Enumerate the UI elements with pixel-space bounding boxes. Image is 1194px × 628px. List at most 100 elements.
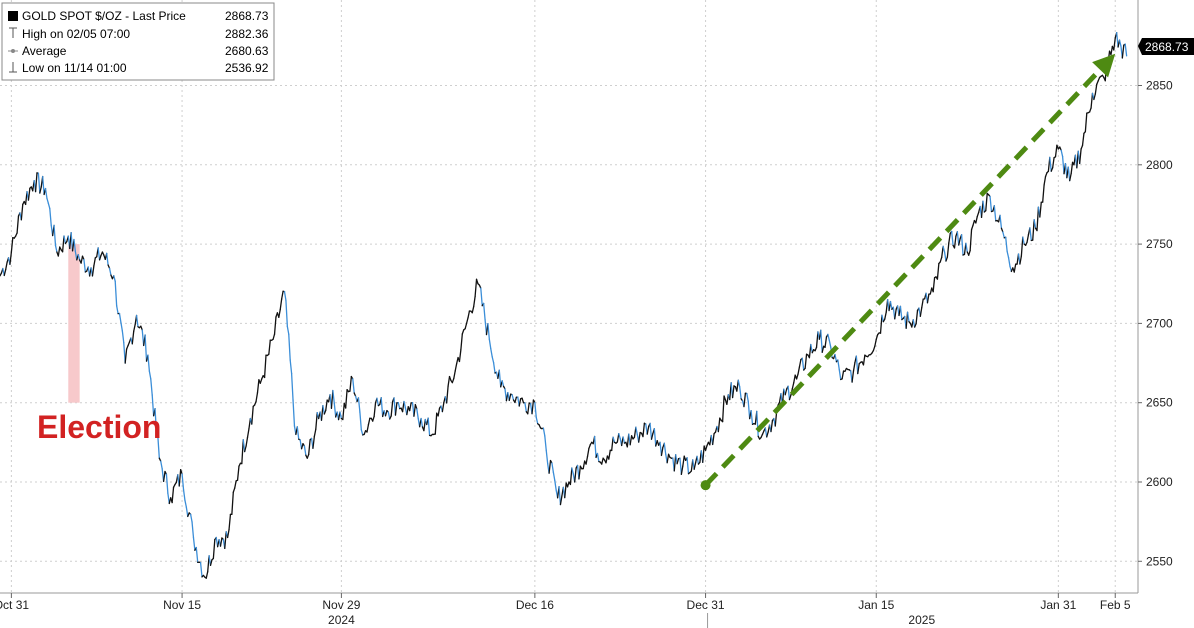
price-segment — [793, 374, 796, 384]
price-segment — [63, 235, 67, 245]
price-segment — [1007, 256, 1011, 267]
price-segment — [1084, 112, 1088, 133]
y-tick-label: 2650 — [1146, 396, 1173, 410]
price-segment — [93, 257, 96, 267]
price-segment — [498, 369, 502, 388]
price-segment — [180, 469, 183, 475]
price-segment — [953, 235, 957, 249]
price-segment — [663, 442, 667, 455]
price-segment — [390, 400, 394, 417]
price-segment — [824, 336, 828, 348]
price-segment — [47, 202, 51, 210]
price-segment — [416, 408, 419, 420]
price-segment — [312, 435, 316, 449]
price-segment — [242, 439, 246, 453]
price-segment — [471, 305, 475, 314]
price-segment — [162, 470, 166, 483]
price-segment — [98, 254, 102, 261]
price-segment — [676, 458, 680, 465]
price-segment — [855, 355, 859, 375]
price-segment — [308, 439, 311, 456]
price-segment — [357, 397, 361, 413]
trend-arrow — [700, 53, 1116, 491]
price-segment — [660, 446, 664, 457]
election-label: Election — [37, 409, 161, 445]
price-segment — [461, 329, 465, 335]
price-segment — [20, 203, 24, 221]
price-segment — [975, 215, 978, 224]
price-segment — [965, 242, 968, 253]
price-segment — [490, 348, 493, 358]
price-segment — [1036, 206, 1040, 232]
trend-arrow-shaft — [703, 68, 1102, 487]
price-segment — [437, 407, 441, 417]
price-segment — [939, 256, 943, 263]
price-segment — [488, 338, 492, 350]
x-tick-label: Nov 15 — [163, 598, 201, 612]
price-segment — [680, 465, 684, 476]
price-segment — [106, 252, 109, 266]
price-segment — [534, 402, 537, 419]
price-segment — [932, 277, 936, 293]
price-segment — [611, 436, 614, 452]
price-segment — [1032, 219, 1035, 241]
price-segment — [259, 378, 263, 384]
price-segment — [569, 467, 573, 486]
price-segment — [352, 378, 355, 394]
price-segment — [1070, 161, 1074, 175]
price-segment — [1116, 31, 1119, 48]
price-segment — [747, 400, 751, 420]
price-segment — [942, 245, 946, 253]
price-segment — [492, 362, 496, 374]
price-segment — [16, 215, 20, 234]
price-segment — [61, 235, 65, 253]
price-segment — [514, 396, 518, 404]
price-segment — [1069, 173, 1072, 182]
price-segment — [743, 392, 747, 408]
price-segment — [1067, 166, 1071, 182]
price-segment — [795, 373, 799, 380]
price-segment — [921, 298, 924, 309]
price-segment — [739, 386, 742, 400]
price-segment — [791, 382, 795, 390]
price-segment — [1052, 156, 1055, 169]
last-price-tag-text: 2868.73 — [1145, 40, 1189, 54]
price-segment — [804, 353, 808, 369]
price-segment — [951, 230, 954, 247]
price-segment — [232, 487, 236, 493]
x-tick-label: Jan 15 — [858, 598, 894, 612]
price-segment — [682, 455, 685, 467]
price-segment — [453, 370, 456, 380]
price-segment — [889, 300, 893, 311]
price-segment — [272, 333, 276, 340]
price-segment — [27, 187, 31, 201]
y-tick-label: 2850 — [1146, 79, 1173, 93]
price-segment — [315, 411, 318, 430]
price-segment — [91, 265, 95, 277]
price-segment — [1121, 44, 1125, 59]
price-segment — [1090, 92, 1094, 109]
price-segment — [157, 436, 160, 459]
y-axis: 2550 2600 2650 2700 2750 2800 2850 — [1137, 0, 1173, 593]
y-tick-label: 2700 — [1146, 316, 1173, 330]
price-segment — [113, 275, 116, 282]
x-tick-label: Dec 31 — [687, 598, 725, 612]
price-segment — [857, 363, 860, 375]
price-segment — [447, 375, 451, 387]
price-segment — [612, 436, 616, 443]
price-segment — [524, 402, 527, 413]
price-segment — [852, 361, 856, 372]
price-segment — [34, 172, 38, 193]
price-segment — [1026, 234, 1030, 243]
price-segment — [872, 345, 876, 352]
price-segment — [263, 354, 267, 379]
price-segment — [815, 331, 819, 349]
price-segment — [473, 295, 476, 308]
legend-high-value: 2882.36 — [225, 27, 269, 41]
price-segment — [296, 426, 300, 440]
price-segment — [231, 491, 234, 515]
price-segment — [278, 308, 281, 318]
price-segment — [521, 397, 525, 404]
price-segment — [574, 467, 577, 483]
price-segment — [387, 411, 391, 420]
